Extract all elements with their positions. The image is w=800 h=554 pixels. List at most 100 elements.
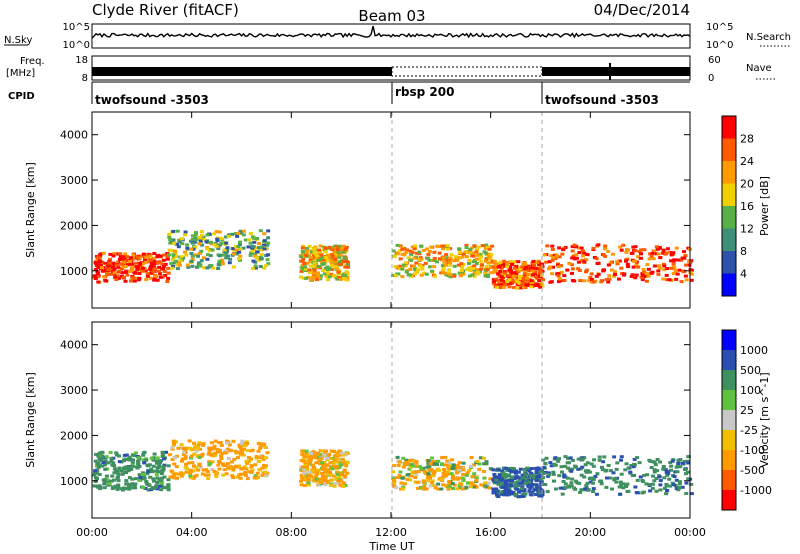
heatmap-cell <box>591 490 596 493</box>
heatmap-cell <box>401 465 406 469</box>
heatmap-cell <box>426 479 431 483</box>
heatmap-cell <box>474 485 479 489</box>
heatmap-cell <box>192 452 197 456</box>
heatmap-cell <box>557 246 562 250</box>
heatmap-cell <box>330 248 335 252</box>
heatmap-cell <box>629 275 634 278</box>
heatmap-cell <box>407 467 412 471</box>
heatmap-cell <box>250 266 255 270</box>
heatmap-cell <box>312 250 317 254</box>
heatmap-cell <box>149 469 154 473</box>
heatmap-cell <box>617 485 622 489</box>
heatmap-cell <box>432 484 436 488</box>
heatmap-cell <box>318 477 323 481</box>
heatmap-cell <box>223 463 228 467</box>
heatmap-cell <box>176 446 181 450</box>
heatmap-cell <box>409 252 414 256</box>
heatmap-cell <box>689 268 694 272</box>
heatmap-cell <box>631 465 636 469</box>
heatmap-cell <box>492 481 497 485</box>
heatmap-cell <box>484 460 489 464</box>
heatmap-cell <box>223 251 228 255</box>
heatmap-cell <box>561 248 566 252</box>
heatmap-cell <box>126 469 131 473</box>
heatmap-cell <box>332 474 337 478</box>
colorbar-segment <box>722 390 736 411</box>
heatmap-cell <box>559 465 564 469</box>
heatmap-cell <box>323 483 328 487</box>
heatmap-cell <box>115 252 120 256</box>
heatmap-cell <box>612 270 617 274</box>
heatmap-cell <box>254 455 259 458</box>
heatmap-cell <box>174 259 179 263</box>
heatmap-cell <box>175 267 180 271</box>
heatmap-cell <box>132 270 137 274</box>
heatmap-cell <box>417 252 422 256</box>
heatmap-cell <box>539 481 544 485</box>
heatmap-cell <box>436 459 441 463</box>
heatmap-cell <box>584 270 588 274</box>
heatmap-cell <box>130 265 135 269</box>
heatmap-cell <box>447 480 452 484</box>
heatmap-cell <box>552 254 557 258</box>
heatmap-cell <box>455 464 460 468</box>
heatmap-cell <box>675 470 680 474</box>
heatmap-cell <box>436 245 441 249</box>
heatmap-cell <box>183 457 188 461</box>
heatmap-cell <box>238 254 243 258</box>
heatmap-cell <box>300 246 305 250</box>
heatmap-cell <box>223 449 227 453</box>
heatmap-cell <box>606 263 611 267</box>
heatmap-cell <box>502 493 507 497</box>
heatmap-cell <box>224 256 229 260</box>
heatmap-cell <box>570 271 574 275</box>
heatmap-cell <box>686 477 691 481</box>
heatmap-cell <box>183 230 188 234</box>
heatmap-cell <box>339 472 344 476</box>
heatmap-cell <box>148 260 153 264</box>
heatmap-cell <box>491 270 496 274</box>
heatmap-cell <box>409 274 414 278</box>
heatmap-cell <box>397 249 402 253</box>
heatmap-cell <box>645 473 650 477</box>
heatmap-cell <box>504 466 509 470</box>
heatmap-cell <box>514 487 519 491</box>
heatmap-cell <box>193 240 198 244</box>
heatmap-cell <box>430 269 434 273</box>
heatmap-cell <box>219 443 224 447</box>
freq-label-line1: Freq. <box>20 56 45 67</box>
heatmap-cell <box>424 487 429 491</box>
heatmap-cell <box>341 484 346 488</box>
heatmap-cell <box>159 472 164 476</box>
heatmap-cell <box>204 240 209 244</box>
heatmap-cell <box>98 263 103 267</box>
heatmap-cell <box>394 274 398 278</box>
heatmap-cell <box>413 266 417 270</box>
heatmap-cell <box>529 285 534 289</box>
heatmap-cell <box>491 487 496 491</box>
heatmap-cell <box>574 465 579 469</box>
nsearch-label: N.Search <box>746 32 791 43</box>
heatmap-cell <box>446 466 451 470</box>
heatmap-cell <box>197 261 202 265</box>
heatmap-cell <box>250 249 255 253</box>
heatmap-cell <box>326 271 330 275</box>
colorbar-segment <box>722 410 736 431</box>
heatmap-cell <box>307 244 312 248</box>
heatmap-cell <box>137 473 142 477</box>
heatmap-cell <box>498 260 503 264</box>
heatmap-cell <box>258 265 263 268</box>
heatmap-cell <box>648 483 653 486</box>
heatmap-cell <box>115 475 120 479</box>
heatmap-cell <box>401 263 406 267</box>
heatmap-cell <box>608 476 613 480</box>
heatmap-cell <box>155 480 160 484</box>
heatmap-cell <box>405 462 410 466</box>
heatmap-cell <box>333 482 338 485</box>
heatmap-cell <box>332 458 337 462</box>
heatmap-cell <box>346 261 351 265</box>
heatmap-cell <box>452 264 457 268</box>
heatmap-cell <box>230 474 235 478</box>
heatmap-cell <box>568 456 573 460</box>
heatmap-cell <box>183 250 187 254</box>
